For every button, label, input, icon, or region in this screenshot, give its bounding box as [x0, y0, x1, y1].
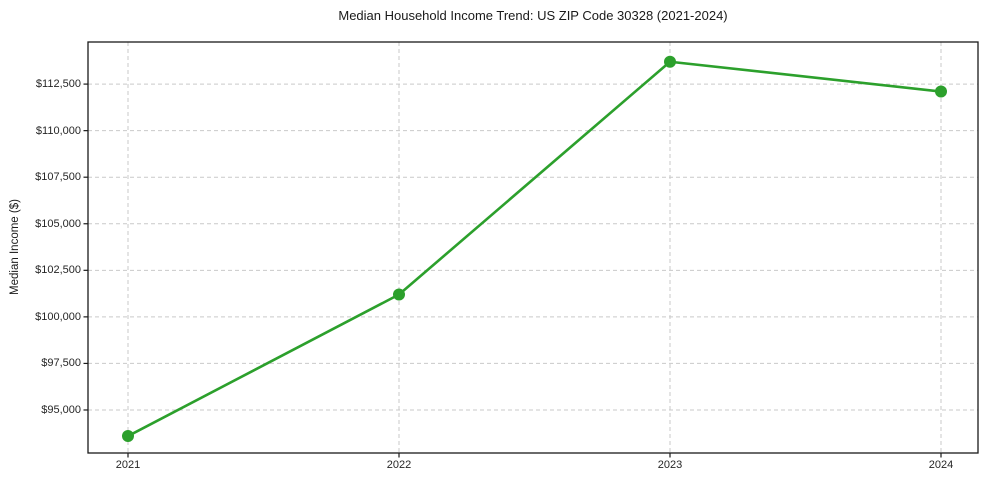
x-tick-label: 2024	[928, 459, 954, 471]
y-tick-label: $102,500	[35, 264, 81, 277]
data-point-2024	[935, 85, 947, 98]
y-tick-label: $112,500	[35, 78, 81, 91]
data-point-2022	[393, 288, 405, 301]
x-tick-label: 2021	[115, 459, 141, 471]
y-axis-label: Median Income ($)	[9, 199, 21, 295]
trend-line	[126, 60, 943, 438]
y-tick-label: $110,000	[35, 124, 81, 137]
y-tick-label: $107,500	[35, 171, 81, 184]
data-point-2021	[122, 430, 134, 443]
y-tick-label: $100,000	[35, 310, 81, 323]
plot-border	[87, 41, 979, 454]
data-point-2023	[664, 55, 676, 68]
x-tick-label: 2022	[386, 459, 412, 471]
y-tick-label: $105,000	[35, 217, 81, 230]
chart-title: Median Household Income Trend: US ZIP Co…	[338, 8, 728, 23]
y-tick-label: $95,000	[41, 403, 81, 416]
x-tick-label: 2023	[657, 459, 683, 471]
y-tick-label: $97,500	[41, 357, 81, 370]
